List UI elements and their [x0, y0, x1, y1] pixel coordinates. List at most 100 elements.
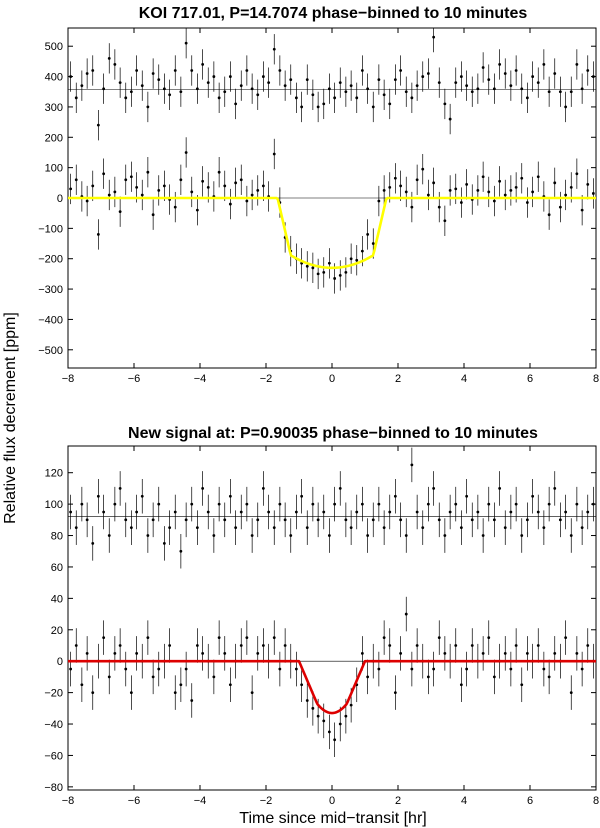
- data-point: [261, 75, 265, 78]
- data-point: [437, 518, 441, 522]
- data-point: [289, 78, 293, 82]
- data-point: [344, 90, 348, 94]
- data-point: [393, 494, 397, 498]
- data-point: [80, 502, 84, 506]
- data-point: [432, 181, 436, 185]
- data-point: [311, 706, 315, 710]
- data-point: [355, 96, 359, 100]
- data-point: [520, 683, 524, 687]
- data-point: [140, 193, 144, 197]
- data-point: [421, 167, 425, 171]
- y-tick-label: 0: [57, 193, 63, 205]
- data-point: [448, 117, 452, 121]
- data-point: [294, 667, 298, 671]
- data-point: [102, 510, 106, 514]
- data-point: [470, 90, 474, 94]
- data-point: [305, 78, 309, 82]
- data-point: [465, 667, 469, 671]
- data-point: [162, 541, 166, 545]
- data-point: [151, 518, 155, 522]
- data-point: [410, 205, 414, 209]
- x-axis-label: Time since mid−transit [hr]: [239, 810, 426, 827]
- data-point: [267, 81, 271, 85]
- data-point: [580, 667, 584, 671]
- data-point: [349, 257, 353, 261]
- data-point: [338, 81, 342, 85]
- data-point: [575, 172, 579, 176]
- data-point: [344, 270, 348, 274]
- y-tick-label: 100: [45, 499, 63, 511]
- data-point: [184, 151, 188, 154]
- data-point: [454, 502, 458, 506]
- data-point: [470, 518, 474, 522]
- data-point: [250, 691, 254, 695]
- data-point: [514, 502, 518, 506]
- data-point: [333, 738, 337, 742]
- x-tick-label: −2: [260, 373, 273, 385]
- bottom-panel: New signal at: P=0.90035 phase−binned to…: [44, 425, 599, 807]
- data-point: [520, 87, 524, 91]
- data-point: [487, 636, 491, 640]
- data-point: [250, 87, 254, 91]
- data-point: [443, 651, 447, 655]
- data-point: [69, 667, 73, 671]
- data-point: [366, 233, 370, 236]
- data-point: [591, 502, 595, 506]
- data-point: [146, 636, 150, 640]
- data-point: [377, 667, 381, 671]
- data-point: [217, 502, 221, 506]
- data-point: [96, 494, 100, 498]
- data-point: [366, 87, 370, 91]
- data-point: [344, 714, 348, 718]
- data-point: [272, 526, 276, 530]
- data-point: [168, 93, 172, 97]
- data-point: [239, 510, 243, 514]
- data-point: [459, 201, 463, 204]
- data-point: [283, 644, 287, 647]
- data-point: [503, 193, 507, 197]
- data-point: [531, 190, 535, 194]
- data-point: [355, 258, 359, 262]
- data-point: [91, 691, 95, 695]
- data-point: [157, 502, 161, 506]
- data-point: [239, 644, 243, 647]
- data-point: [118, 644, 122, 647]
- data-point: [415, 510, 419, 514]
- data-point: [206, 510, 210, 514]
- y-tick-label: 40: [51, 593, 63, 605]
- data-point: [261, 644, 265, 647]
- data-point: [168, 526, 172, 530]
- data-point: [305, 526, 309, 530]
- data-point: [135, 510, 139, 514]
- data-point: [591, 75, 595, 78]
- data-point: [85, 199, 89, 203]
- data-point: [360, 69, 364, 72]
- data-point: [278, 69, 282, 72]
- data-point: [113, 502, 117, 506]
- data-point: [382, 93, 386, 97]
- data-point: [322, 510, 326, 514]
- data-point: [184, 667, 188, 671]
- data-point: [135, 185, 139, 189]
- data-point: [388, 510, 392, 514]
- data-point: [360, 651, 364, 655]
- data-point: [333, 277, 337, 280]
- data-point: [382, 526, 386, 530]
- data-point: [536, 81, 540, 85]
- x-tick-label: 0: [329, 795, 335, 807]
- data-point: [393, 691, 397, 695]
- data-point: [300, 494, 304, 498]
- data-point: [201, 179, 205, 183]
- data-point: [157, 78, 161, 82]
- data-point: [487, 190, 491, 194]
- data-point: [228, 683, 232, 687]
- data-point: [360, 249, 364, 253]
- data-point: [558, 90, 562, 94]
- data-point: [294, 96, 298, 100]
- data-point: [217, 96, 221, 100]
- data-point: [223, 184, 227, 188]
- data-point: [366, 534, 370, 537]
- data-point: [327, 261, 331, 265]
- data-point: [168, 644, 172, 647]
- data-point: [201, 651, 205, 655]
